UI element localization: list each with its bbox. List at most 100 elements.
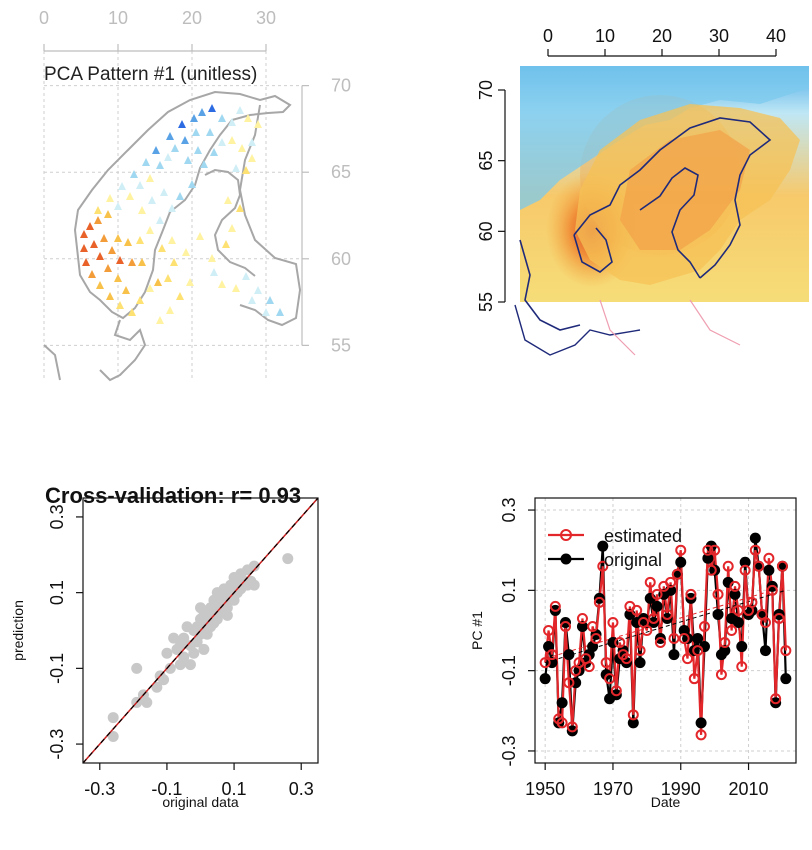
station-marker [238, 144, 246, 152]
y-tick-label: -0.1 [499, 655, 519, 686]
estimated-point [651, 588, 663, 600]
station-marker [208, 104, 216, 112]
station-marker [190, 114, 198, 122]
station-marker [166, 306, 174, 314]
estimated-point [546, 649, 558, 661]
data-point [107, 712, 119, 724]
estimated-point [563, 677, 575, 689]
station-marker [138, 206, 146, 214]
estimated-point [556, 717, 568, 729]
estimated-point [600, 657, 612, 669]
station-marker [146, 174, 154, 182]
station-marker [82, 258, 90, 266]
original-point [539, 673, 551, 685]
estimated-point [593, 596, 605, 608]
station-marker [194, 146, 202, 154]
y-tick-label: 0.1 [47, 580, 67, 605]
station-marker [128, 258, 136, 266]
data-point [164, 662, 176, 674]
station-marker [198, 108, 206, 116]
x-tick-label: 30 [256, 8, 276, 28]
estimated-point [604, 673, 616, 685]
station-marker [94, 206, 102, 214]
original-point [759, 645, 771, 657]
station-marker [96, 252, 104, 260]
estimated-point [671, 568, 683, 580]
original-point [763, 564, 775, 576]
estimated-point [590, 633, 602, 645]
original-point [712, 608, 724, 620]
station-marker [154, 278, 162, 286]
cross-validation-panel: -0.3 -0.1 0.1 0.3 -0.3 -0.1 0.1 0.3 original dat… [10, 497, 319, 810]
estimated-point [719, 637, 731, 649]
y-tick-label: 70 [476, 80, 496, 100]
station-marker [262, 308, 270, 316]
estimated-point [607, 616, 619, 628]
data-point [198, 643, 210, 655]
station-marker [104, 264, 112, 272]
station-marker [248, 296, 256, 304]
estimated-point [749, 544, 761, 556]
coastline-oslo [573, 227, 613, 273]
data-point [131, 662, 143, 674]
station-marker [232, 164, 240, 172]
station-marker [114, 202, 122, 210]
data-point [205, 621, 217, 633]
station-marker [128, 308, 136, 316]
x-axis-label: original data [162, 794, 238, 810]
estimated-point [648, 612, 660, 624]
contour-warmer [620, 130, 750, 250]
station-marker [94, 216, 102, 224]
original-point [732, 616, 744, 628]
original-point [729, 588, 741, 600]
x-tick-label: 20 [182, 8, 202, 28]
estimated-point [549, 600, 561, 612]
y-tick-label: 0.1 [499, 578, 519, 603]
station-marker [100, 234, 108, 242]
x-axis-label: Date [651, 794, 681, 810]
station-marker [176, 292, 184, 300]
station-marker [200, 160, 208, 168]
station-marker [244, 114, 252, 122]
station-marker [106, 194, 114, 202]
estimated-point [692, 645, 704, 657]
data-point [188, 647, 200, 659]
estimated-point [566, 721, 578, 733]
station-marker [248, 154, 256, 162]
station-marker [126, 192, 134, 200]
original-point [556, 697, 568, 709]
estimated-point [759, 616, 771, 628]
station-marker [208, 254, 216, 262]
station-marker [242, 272, 250, 280]
station-marker [114, 274, 122, 282]
data-point [221, 602, 233, 614]
coastline-finland [238, 104, 302, 327]
estimated-point [709, 544, 721, 556]
gulf-of-bothnia [204, 168, 256, 277]
station-marker [164, 274, 172, 282]
station-marker [152, 146, 160, 154]
border-lines [599, 299, 741, 356]
station-marker [146, 284, 154, 292]
station-marker [106, 292, 114, 300]
station-marker [266, 296, 274, 304]
data-point [211, 587, 223, 599]
estimated-point [682, 653, 694, 665]
plot-frame [82, 497, 319, 764]
station-marker [222, 240, 230, 248]
station-marker [88, 270, 96, 278]
data-point [107, 731, 119, 742]
original-point [780, 673, 792, 685]
station-marker [168, 204, 176, 212]
heatmap-panel: 0 10 20 30 40 55 60 65 70 [476, 26, 809, 356]
estimated-point [776, 560, 788, 572]
original-point [702, 552, 714, 564]
original-point [675, 556, 687, 568]
station-marker [210, 148, 218, 156]
pca-pattern-map-panel: 0 10 20 30 55 60 65 70 [39, 8, 351, 382]
station-marker [228, 224, 236, 232]
y-tick-label: 60 [331, 249, 351, 269]
original-point [736, 641, 748, 653]
original-point [651, 600, 663, 612]
